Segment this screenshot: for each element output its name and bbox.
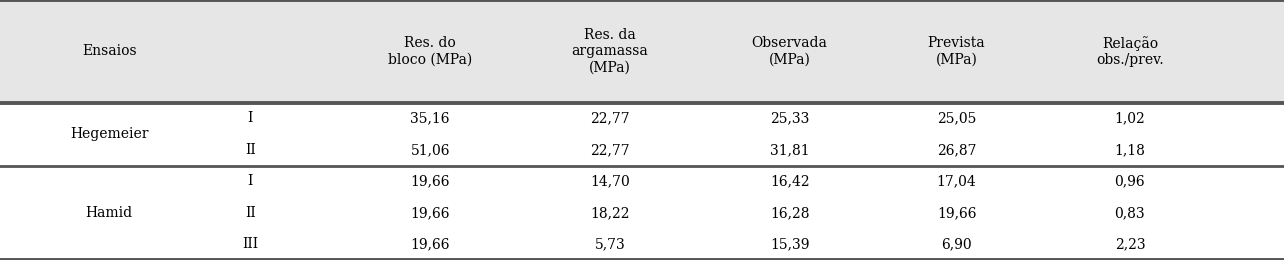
Text: 17,04: 17,04 <box>937 174 976 188</box>
Text: I: I <box>248 174 253 188</box>
Text: Res. do
bloco (MPa): Res. do bloco (MPa) <box>388 36 473 67</box>
Text: 5,73: 5,73 <box>594 237 625 251</box>
Text: Observada
(MPa): Observada (MPa) <box>751 36 828 67</box>
Text: 19,66: 19,66 <box>411 174 449 188</box>
Text: 16,28: 16,28 <box>770 206 809 220</box>
Text: 35,16: 35,16 <box>411 112 449 125</box>
Text: 31,81: 31,81 <box>770 143 809 157</box>
Text: 22,77: 22,77 <box>591 112 629 125</box>
Text: II: II <box>245 206 256 220</box>
Text: Hegemeier: Hegemeier <box>69 127 149 141</box>
Text: Hamid: Hamid <box>86 206 132 220</box>
Text: Res. da
argamassa
(MPa): Res. da argamassa (MPa) <box>571 28 648 75</box>
Text: 1,02: 1,02 <box>1115 112 1145 125</box>
Text: 14,70: 14,70 <box>591 174 629 188</box>
Text: 25,05: 25,05 <box>937 112 976 125</box>
Text: III: III <box>243 237 258 251</box>
Text: 51,06: 51,06 <box>411 143 449 157</box>
Text: 25,33: 25,33 <box>770 112 809 125</box>
Text: 15,39: 15,39 <box>770 237 809 251</box>
Text: Prevista
(MPa): Prevista (MPa) <box>928 36 985 67</box>
Text: 2,23: 2,23 <box>1115 237 1145 251</box>
Text: 0,96: 0,96 <box>1115 174 1145 188</box>
Text: Relação
obs./prev.: Relação obs./prev. <box>1097 36 1163 67</box>
Text: 19,66: 19,66 <box>411 237 449 251</box>
Text: 0,83: 0,83 <box>1115 206 1145 220</box>
Text: 1,18: 1,18 <box>1115 143 1145 157</box>
Text: 19,66: 19,66 <box>411 206 449 220</box>
Text: 18,22: 18,22 <box>591 206 629 220</box>
Text: 16,42: 16,42 <box>770 174 809 188</box>
Text: 19,66: 19,66 <box>937 206 976 220</box>
Text: 22,77: 22,77 <box>591 143 629 157</box>
Text: 26,87: 26,87 <box>937 143 976 157</box>
Bar <box>0 0 1284 103</box>
Text: 6,90: 6,90 <box>941 237 972 251</box>
Text: I: I <box>248 112 253 125</box>
Text: Ensaios: Ensaios <box>82 44 136 58</box>
Text: II: II <box>245 143 256 157</box>
